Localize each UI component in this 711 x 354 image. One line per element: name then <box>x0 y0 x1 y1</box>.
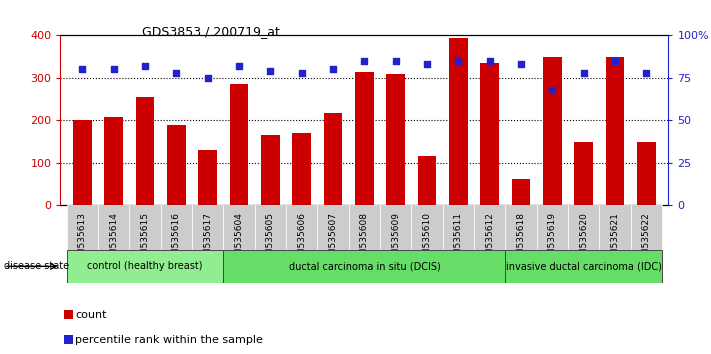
Text: GSM535609: GSM535609 <box>391 212 400 267</box>
Text: GSM535621: GSM535621 <box>611 212 619 267</box>
Text: GSM535608: GSM535608 <box>360 212 369 267</box>
Text: invasive ductal carcinoma (IDC): invasive ductal carcinoma (IDC) <box>506 261 662 272</box>
Point <box>547 87 558 93</box>
Text: GSM535610: GSM535610 <box>422 212 432 267</box>
Text: GDS3853 / 200719_at: GDS3853 / 200719_at <box>142 25 280 38</box>
Text: GSM535614: GSM535614 <box>109 212 118 267</box>
Text: GSM535604: GSM535604 <box>235 212 244 267</box>
Bar <box>67 250 223 283</box>
Bar <box>637 142 656 205</box>
Text: ductal carcinoma in situ (DCIS): ductal carcinoma in situ (DCIS) <box>289 261 440 272</box>
Bar <box>481 63 499 205</box>
Bar <box>223 250 506 283</box>
Bar <box>129 205 161 250</box>
Bar <box>568 205 599 250</box>
Point <box>264 68 276 74</box>
Text: GSM535611: GSM535611 <box>454 212 463 267</box>
Bar <box>606 57 624 205</box>
Bar <box>98 205 129 250</box>
Point <box>641 70 652 76</box>
Bar <box>167 125 186 205</box>
Bar <box>380 205 412 250</box>
Point <box>202 75 213 81</box>
Text: count: count <box>75 310 107 320</box>
Bar <box>192 205 223 250</box>
Text: GSM535617: GSM535617 <box>203 212 212 267</box>
Text: percentile rank within the sample: percentile rank within the sample <box>75 335 263 345</box>
Point <box>578 70 589 76</box>
Point <box>609 58 621 64</box>
Bar <box>223 205 255 250</box>
Bar <box>512 179 530 205</box>
Bar <box>324 113 343 205</box>
Text: GSM535605: GSM535605 <box>266 212 275 267</box>
Text: GSM535622: GSM535622 <box>642 212 651 267</box>
Bar <box>386 74 405 205</box>
Bar <box>105 117 123 205</box>
Bar <box>574 142 593 205</box>
Point <box>327 67 338 72</box>
Bar <box>136 97 154 205</box>
Text: GSM535616: GSM535616 <box>172 212 181 267</box>
Bar <box>67 205 98 250</box>
Bar <box>443 205 474 250</box>
Bar <box>449 38 468 205</box>
Bar <box>599 205 631 250</box>
Bar <box>73 120 92 205</box>
Bar <box>261 135 280 205</box>
Bar <box>292 133 311 205</box>
Point <box>77 67 88 72</box>
Point <box>359 58 370 64</box>
Bar <box>230 84 248 205</box>
Bar <box>198 150 217 205</box>
Point <box>390 58 402 64</box>
Bar <box>286 205 317 250</box>
Bar <box>412 205 443 250</box>
Text: GSM535607: GSM535607 <box>328 212 338 267</box>
Point <box>422 62 433 67</box>
Bar <box>631 205 662 250</box>
Bar <box>506 205 537 250</box>
Point <box>233 63 245 69</box>
Bar <box>317 205 348 250</box>
Point <box>515 62 527 67</box>
Text: GSM535615: GSM535615 <box>141 212 149 267</box>
Point <box>171 70 182 76</box>
Bar <box>348 205 380 250</box>
Text: GSM535606: GSM535606 <box>297 212 306 267</box>
Point <box>296 70 307 76</box>
Text: GSM535612: GSM535612 <box>485 212 494 267</box>
Bar <box>537 205 568 250</box>
Bar <box>474 205 506 250</box>
Bar <box>543 57 562 205</box>
Bar <box>506 250 662 283</box>
Point <box>484 58 496 64</box>
Point <box>139 63 151 69</box>
Bar <box>255 205 286 250</box>
Bar <box>161 205 192 250</box>
Text: GSM535618: GSM535618 <box>517 212 525 267</box>
Text: disease state: disease state <box>4 261 69 271</box>
Bar <box>417 156 437 205</box>
Point <box>453 58 464 64</box>
Text: GSM535620: GSM535620 <box>579 212 588 267</box>
Text: GSM535619: GSM535619 <box>548 212 557 267</box>
Point <box>108 67 119 72</box>
Text: control (healthy breast): control (healthy breast) <box>87 261 203 272</box>
Bar <box>355 72 374 205</box>
Text: GSM535613: GSM535613 <box>78 212 87 267</box>
